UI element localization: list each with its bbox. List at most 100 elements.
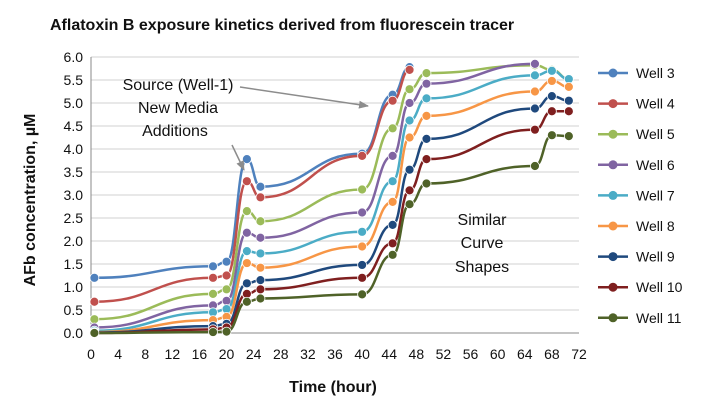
y-tick-label: 0.5 — [64, 302, 84, 318]
data-point — [357, 272, 368, 283]
data-point — [546, 65, 557, 76]
legend-entry: Well 7 — [598, 187, 675, 203]
annotation-arrow — [239, 86, 369, 109]
y-tick-label: 3.5 — [64, 164, 84, 180]
data-point — [241, 154, 252, 165]
x-tick-label: 36 — [327, 346, 343, 362]
x-tick-label: 56 — [463, 346, 479, 362]
data-point — [89, 328, 100, 338]
data-point — [421, 78, 432, 89]
data-point — [563, 95, 574, 106]
y-tick-label: 2.0 — [64, 233, 84, 249]
data-point — [255, 248, 266, 259]
grid-layer — [91, 56, 579, 334]
legend-swatch-marker — [608, 68, 618, 78]
data-point — [241, 246, 252, 257]
y-tick-label: 1.0 — [64, 279, 84, 295]
legend-entry: Well 10 — [598, 279, 683, 295]
data-point — [546, 130, 557, 141]
legend-entry: Well 4 — [598, 96, 675, 112]
series-layer — [89, 59, 574, 338]
data-point — [546, 106, 557, 117]
x-tick-label: 60 — [490, 346, 506, 362]
axes-layer: 0.0 0.5 1.0 1.5 2.0 2.5 3.0 3.5 4.0 4.5 5.0 5.5 6.0 0… — [64, 49, 587, 362]
series-line — [94, 62, 535, 329]
data-point — [387, 95, 398, 106]
x-axis-title: Time (hour) — [289, 379, 377, 396]
legend: Well 3 Well 4 Well 5 Well 6 Well 7 Well 8 Well… — [598, 65, 683, 326]
data-point — [357, 226, 368, 237]
data-point — [255, 275, 266, 286]
y-tick-label: 1.5 — [64, 256, 84, 272]
data-point — [530, 124, 540, 135]
data-point — [404, 98, 415, 108]
data-point — [255, 232, 266, 243]
data-point — [421, 68, 432, 78]
data-point — [255, 293, 266, 304]
data-point — [404, 64, 415, 75]
legend-swatch-marker — [608, 221, 618, 231]
data-point — [357, 207, 368, 218]
data-point — [208, 288, 218, 299]
data-point — [563, 131, 574, 142]
data-point — [89, 272, 100, 283]
y-tick-label: 3.0 — [64, 187, 84, 203]
data-point — [208, 261, 218, 272]
annotation-similar-line: Similar — [458, 212, 508, 229]
data-point — [241, 227, 252, 238]
x-tick-label: 12 — [165, 346, 181, 362]
legend-entry: Well 3 — [598, 65, 675, 81]
data-point — [357, 289, 368, 300]
x-tick-label: 40 — [354, 346, 370, 362]
data-point — [241, 206, 252, 217]
y-tick-label: 2.5 — [64, 210, 84, 226]
legend-swatch-marker — [608, 313, 618, 323]
x-tick-label: 28 — [273, 346, 289, 362]
x-tick-label: 16 — [192, 346, 208, 362]
data-point — [221, 326, 232, 337]
data-point — [421, 178, 432, 189]
y-tick-label: 5.0 — [64, 95, 84, 111]
legend-label: Well 9 — [636, 249, 675, 265]
data-point — [255, 262, 266, 273]
data-point — [255, 216, 266, 227]
x-tick-label: 4 — [114, 346, 122, 362]
data-point — [89, 314, 100, 325]
x-tick-label: 44 — [381, 346, 397, 362]
data-point — [404, 132, 415, 143]
data-point — [421, 93, 432, 104]
data-point — [241, 278, 252, 289]
x-tick-label: 24 — [246, 346, 262, 362]
data-point — [404, 199, 415, 210]
legend-swatch-marker — [608, 190, 618, 200]
data-point — [421, 154, 432, 165]
legend-entry: Well 5 — [598, 126, 675, 142]
data-point — [421, 110, 432, 121]
data-point — [404, 84, 415, 95]
legend-label: Well 11 — [636, 310, 682, 326]
data-point — [387, 123, 398, 134]
y-axis-title: AFb concentration, µM — [22, 114, 39, 287]
x-tick-label: 72 — [571, 346, 587, 362]
legend-swatch-marker — [608, 282, 618, 292]
data-point — [221, 284, 232, 295]
annotation-similar-line: Curve — [461, 235, 504, 252]
chart-title: Aflatoxin B exposure kinetics derived fr… — [50, 17, 514, 34]
legend-label: Well 3 — [636, 65, 675, 81]
data-point — [221, 256, 232, 267]
data-point — [357, 241, 368, 252]
x-tick-label: 48 — [409, 346, 425, 362]
data-point — [530, 103, 540, 114]
data-point — [255, 181, 266, 192]
legend-label: Well 7 — [636, 187, 675, 203]
legend-label: Well 4 — [636, 96, 675, 112]
series-well-3 — [89, 62, 415, 283]
annotation-similar-line: Shapes — [455, 259, 509, 276]
legend-swatch-marker — [608, 129, 618, 139]
data-point — [208, 327, 218, 337]
x-tick-label: 64 — [517, 346, 533, 362]
data-point — [255, 192, 266, 203]
data-point — [357, 260, 368, 270]
